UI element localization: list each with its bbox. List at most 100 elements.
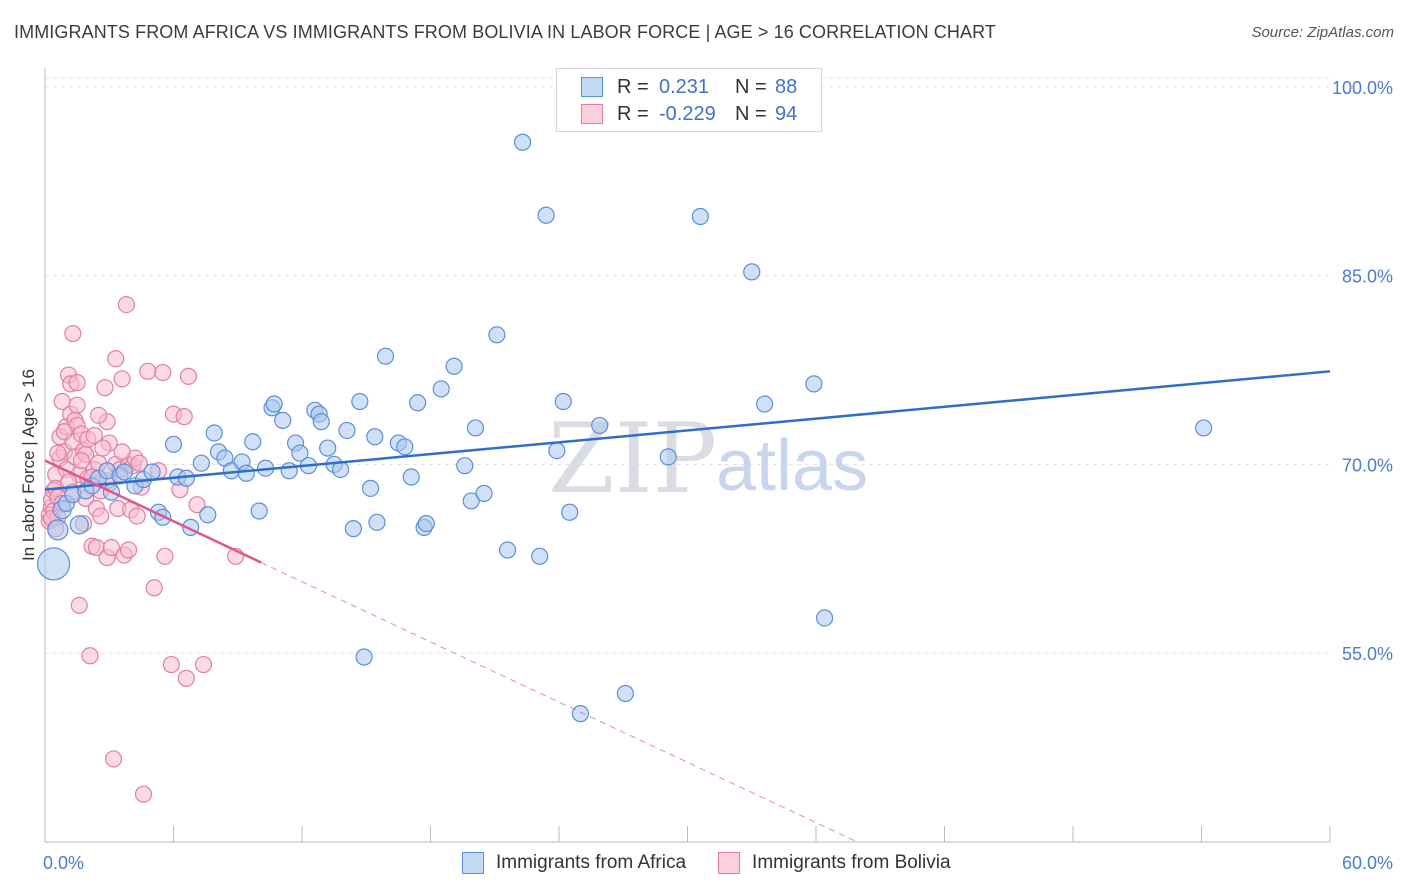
bolivia-point [92, 507, 110, 525]
bolivia-point [128, 507, 146, 525]
y-tick-label: 100.0% [1332, 78, 1393, 98]
bolivia-point [81, 647, 99, 665]
legend-swatch-bolivia [718, 852, 741, 874]
africa-point [291, 444, 309, 462]
africa-point [432, 380, 450, 398]
bolivia-point [175, 408, 193, 426]
africa-point [445, 357, 463, 375]
africa-point [815, 609, 834, 627]
africa-point [513, 133, 532, 151]
legend-row-africa: R = 0.231 N = 88 [581, 75, 797, 99]
africa-point [402, 468, 420, 486]
africa-point [205, 424, 223, 442]
africa-point [475, 484, 493, 502]
stats-legend: R = 0.231 N = 88 R = -0.229 N = 94 [556, 68, 822, 132]
africa-trend-line [44, 370, 1331, 491]
bolivia-point [179, 367, 198, 385]
africa-point [361, 479, 380, 497]
watermark-zip: ZIP [548, 403, 717, 515]
bolivia-point [85, 426, 103, 445]
africa-point [548, 441, 566, 460]
legend-label-bolivia: Immigrants from Bolivia [752, 852, 951, 873]
bolivia-trend-extension [261, 562, 858, 843]
legend-item-africa[interactable]: Immigrants from Africa [462, 852, 686, 874]
legend-r-label: R = [617, 102, 649, 125]
bolivia-point [188, 496, 206, 514]
bolivia-point [156, 547, 174, 565]
africa-point [47, 519, 69, 541]
africa-point [591, 416, 609, 435]
bolivia-point [113, 443, 131, 461]
africa-point [561, 503, 579, 521]
bolivia-point [154, 363, 172, 382]
africa-point [616, 684, 634, 703]
africa-point [755, 395, 774, 413]
bolivia-point [68, 396, 86, 414]
africa-point [409, 394, 427, 412]
africa-point [351, 392, 369, 411]
bolivia-point [68, 374, 86, 392]
legend-r-value: -0.229 [659, 102, 716, 125]
bolivia-point [145, 579, 163, 597]
africa-point [355, 648, 373, 666]
africa-point [36, 547, 71, 581]
bolivia-point [194, 655, 213, 674]
bolivia-trend-line [44, 459, 262, 564]
africa-point [1195, 419, 1213, 437]
grid-lines [45, 77, 1330, 654]
x-tick-label: 0.0% [43, 853, 84, 873]
bolivia-point [64, 324, 82, 343]
y-tick-label: 55.0% [1342, 644, 1393, 664]
africa-point [659, 448, 677, 466]
africa-point [368, 513, 386, 531]
africa-point [466, 419, 485, 437]
bolivia-point [104, 750, 123, 768]
legend-r-label: R = [617, 75, 649, 98]
africa-point [115, 463, 133, 481]
legend-row-bolivia: R = -0.229 N = 94 [581, 102, 797, 126]
africa-point [69, 515, 89, 535]
bolivia-point [102, 538, 120, 557]
africa-point [344, 520, 362, 538]
watermark: ZIP atlas [548, 403, 868, 515]
africa-point [691, 207, 709, 226]
y-tick-labels: 100.0% 85.0% 70.0% 55.0% [1332, 78, 1393, 664]
y-tick-label: 70.0% [1342, 455, 1393, 475]
legend-n-label: N = [735, 75, 767, 98]
bolivia-point [130, 454, 148, 472]
bolivia-point [177, 669, 195, 687]
series-legend: Immigrants from Africa Immigrants from B… [462, 852, 983, 874]
africa-point [376, 347, 395, 365]
africa-point [244, 433, 262, 451]
bolivia-point [49, 444, 67, 462]
bolivia-point [72, 452, 91, 470]
africa-point [499, 541, 517, 559]
legend-n-value: 94 [775, 102, 798, 125]
africa-point [417, 514, 435, 533]
bolivia-point [162, 655, 180, 674]
bolivia-point [107, 350, 125, 368]
legend-n-value: 88 [775, 75, 798, 98]
bolivia-point [113, 370, 131, 388]
africa-point [488, 326, 506, 344]
africa-point [274, 411, 292, 429]
africa-point [280, 462, 298, 480]
bolivia-point [117, 296, 135, 314]
x-tick-label: 60.0% [1342, 853, 1393, 873]
africa-point [743, 263, 761, 281]
bolivia-point [139, 362, 157, 380]
africa-point [456, 457, 474, 475]
series-africa-points [36, 133, 1213, 723]
bolivia-point [96, 379, 114, 397]
africa-point [250, 502, 268, 520]
bolivia-point [70, 596, 88, 614]
legend-swatch-bolivia [581, 104, 603, 124]
chart-title: IMMIGRANTS FROM AFRICA VS IMMIGRANTS FRO… [14, 22, 996, 42]
africa-point [199, 506, 217, 524]
legend-item-bolivia[interactable]: Immigrants from Bolivia [718, 852, 951, 874]
africa-point [366, 428, 384, 446]
bolivia-point [119, 541, 138, 559]
africa-point [338, 421, 356, 440]
africa-point [462, 492, 480, 510]
